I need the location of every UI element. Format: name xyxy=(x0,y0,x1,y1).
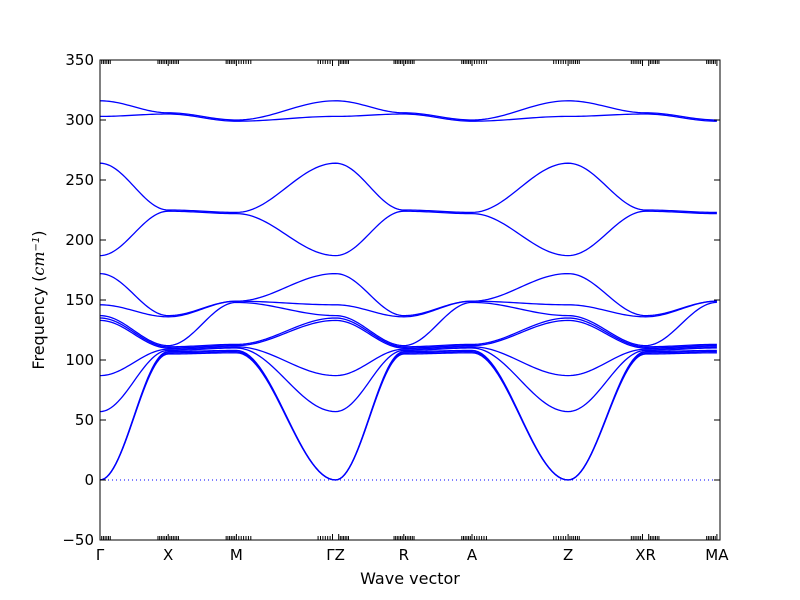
x-tick-label: R xyxy=(399,546,409,564)
y-axis-title-suffix: ) xyxy=(29,230,48,236)
x-tick-label: A xyxy=(467,546,478,564)
x-axis-title: Wave vector xyxy=(360,569,460,588)
x-tick-label: ΓZ xyxy=(326,546,345,564)
y-tick-label: 250 xyxy=(65,171,94,189)
x-tick-label: MA xyxy=(705,546,729,564)
x-tick-label: Γ xyxy=(96,546,105,564)
band-6 xyxy=(99,319,717,349)
y-tick-label: 0 xyxy=(84,471,94,489)
y-tick-label: 200 xyxy=(65,231,94,249)
y-axis-title-prefix: Frequency ( xyxy=(29,276,48,370)
plot-frame xyxy=(99,59,721,541)
x-tick-label: Z xyxy=(563,546,573,564)
band-4 xyxy=(99,347,717,413)
band-lines xyxy=(99,100,717,481)
y-axis-title-exponent: −1 xyxy=(31,237,42,252)
y-axis-ticks: −50 0 50 100 150 200 250 300 350 xyxy=(62,51,720,549)
band-12 xyxy=(99,162,717,214)
y-tick-label: 150 xyxy=(65,291,94,309)
y-tick-label: 50 xyxy=(75,411,94,429)
band-9 xyxy=(99,300,717,318)
x-tick-label: X xyxy=(163,546,173,564)
y-tick-label: 100 xyxy=(65,351,94,369)
band-14 xyxy=(99,100,717,121)
x-tick-label: XR xyxy=(635,546,656,564)
y-tick-label: 350 xyxy=(65,51,94,69)
y-axis-title-unit: cm xyxy=(29,251,48,275)
y-tick-label: −50 xyxy=(62,531,94,549)
band-5 xyxy=(99,346,717,377)
band-3 xyxy=(99,349,717,481)
band-11 xyxy=(99,210,717,257)
x-axis-ticks: Γ X M ΓZ R A Z XR MA xyxy=(96,60,729,564)
band-8 xyxy=(99,301,717,347)
band-7 xyxy=(99,317,717,348)
band-10 xyxy=(99,272,717,317)
y-tick-label: 300 xyxy=(65,111,94,129)
band-13 xyxy=(99,113,717,122)
y-axis-title: Frequency (cm−1) xyxy=(29,230,48,369)
x-tick-label: M xyxy=(230,546,243,564)
